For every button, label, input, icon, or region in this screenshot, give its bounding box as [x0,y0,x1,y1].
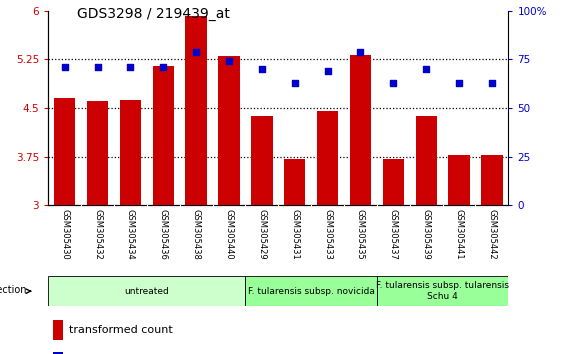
Point [356,48,365,54]
Bar [53,320,63,340]
Bar [48,276,245,306]
Point [191,48,201,54]
Point [389,80,398,85]
Bar [377,276,508,306]
Bar [448,155,470,205]
Text: GSM305435: GSM305435 [356,209,365,259]
Bar [153,66,174,205]
Bar [383,159,404,205]
Text: infection: infection [0,285,27,295]
Text: GSM305436: GSM305436 [159,209,168,260]
Text: GSM305440: GSM305440 [224,209,233,259]
Point [290,80,299,85]
Text: F. tularensis subsp. tularensis
Schu 4: F. tularensis subsp. tularensis Schu 4 [376,281,509,301]
Bar [245,276,377,306]
Point [93,64,102,70]
Point [126,64,135,70]
Bar [416,116,437,205]
Bar [53,352,63,354]
Text: GSM305429: GSM305429 [257,209,266,259]
Text: GSM305431: GSM305431 [290,209,299,259]
Text: GSM305441: GSM305441 [454,209,463,259]
Bar [186,16,207,205]
Point [257,66,266,72]
Text: transformed count: transformed count [69,325,173,335]
Text: untreated: untreated [124,287,169,296]
Bar [481,155,503,205]
Point [224,58,233,64]
Text: GSM305432: GSM305432 [93,209,102,259]
Bar [251,116,273,205]
Point [60,64,69,70]
Text: GSM305437: GSM305437 [389,209,398,260]
Text: GDS3298 / 219439_at: GDS3298 / 219439_at [77,7,229,21]
Bar [284,159,306,205]
Point [159,64,168,70]
Bar [54,98,76,205]
Bar [350,55,371,205]
Text: GSM305433: GSM305433 [323,209,332,260]
Point [323,68,332,74]
Point [421,66,431,72]
Bar [87,102,108,205]
Point [454,80,463,85]
Text: GSM305434: GSM305434 [126,209,135,259]
Text: GSM305438: GSM305438 [191,209,201,260]
Point [487,80,496,85]
Bar [317,111,339,205]
Text: GSM305442: GSM305442 [487,209,496,259]
Bar [120,100,141,205]
Text: GSM305430: GSM305430 [60,209,69,259]
Bar [218,56,240,205]
Text: GSM305439: GSM305439 [421,209,431,259]
Text: F. tularensis subsp. novicida: F. tularensis subsp. novicida [248,287,375,296]
